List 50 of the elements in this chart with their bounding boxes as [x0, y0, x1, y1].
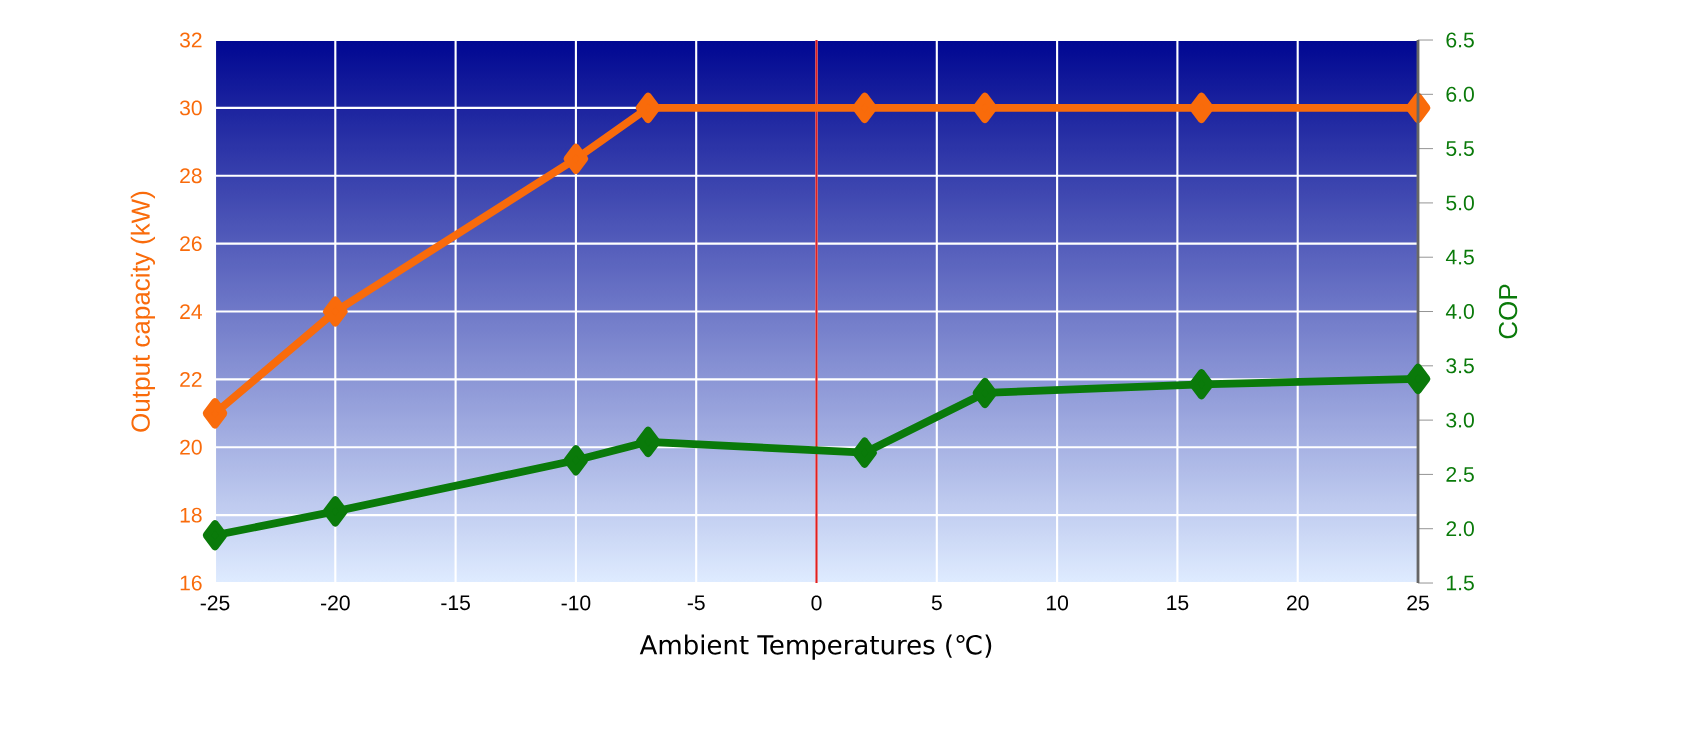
- x-tick-label: 10: [1046, 595, 1069, 611]
- y2-tick-label: 1.5: [1447, 575, 1474, 591]
- x-tick-label: 15: [1167, 595, 1189, 611]
- point: [1189, 369, 1214, 400]
- y-tick-label: 26: [180, 236, 202, 252]
- y-tick-label: 20: [180, 439, 202, 455]
- y-tick-label: 22: [180, 372, 202, 387]
- y-tick-label: 32: [179, 32, 202, 48]
- point: [563, 445, 589, 476]
- y2-tick-label: 4.5: [1445, 249, 1474, 265]
- point: [1405, 363, 1431, 394]
- x-tick-label: 20: [1287, 595, 1309, 611]
- x-axis-title: Ambient Temperatures (℃): [639, 634, 992, 660]
- point: [323, 496, 348, 527]
- point: [852, 437, 877, 468]
- y2-tick-label: 3.5: [1446, 358, 1474, 374]
- y2-tick-label: 5.0: [1446, 195, 1474, 211]
- point: [972, 92, 998, 123]
- y-tick-label: 18: [180, 507, 202, 523]
- x-tick-label: -15: [441, 595, 470, 611]
- point: [202, 398, 228, 429]
- x-tick-label: -10: [561, 595, 591, 611]
- point: [852, 92, 877, 123]
- y-tick-label: 16: [180, 575, 202, 591]
- x-tick-label: 0: [811, 595, 822, 611]
- y2-tick-label: 6.0: [1446, 86, 1474, 102]
- point: [323, 296, 348, 327]
- point: [1405, 92, 1431, 123]
- x-tick-label: 5: [931, 595, 942, 611]
- x-tick-label: -20: [321, 595, 350, 611]
- point: [635, 92, 661, 123]
- y2-tick-label: 2.5: [1446, 466, 1474, 482]
- y2-tick-label: 6.5: [1446, 32, 1474, 48]
- y2-tick-label: 4.0: [1445, 304, 1474, 319]
- point: [1189, 92, 1214, 123]
- x-tick-label: -25: [200, 595, 230, 611]
- y2-axis-title: COP: [1498, 284, 1518, 339]
- y2-tick-label: 2.0: [1446, 521, 1474, 537]
- point: [972, 377, 998, 409]
- point: [635, 426, 661, 457]
- y-tick-label: 28: [180, 168, 202, 184]
- point: [202, 520, 228, 551]
- x-tick-label: -5: [687, 595, 705, 611]
- y2-tick-label: 3.0: [1446, 412, 1474, 428]
- y2-tick-label: 5.5: [1446, 141, 1474, 156]
- y-tick-label: 24: [180, 304, 202, 319]
- x-tick-label: 25: [1407, 595, 1429, 611]
- y-tick-label: 30: [179, 100, 202, 116]
- point: [563, 143, 589, 174]
- y-axis-title: Output capacity (kW): [130, 191, 156, 432]
